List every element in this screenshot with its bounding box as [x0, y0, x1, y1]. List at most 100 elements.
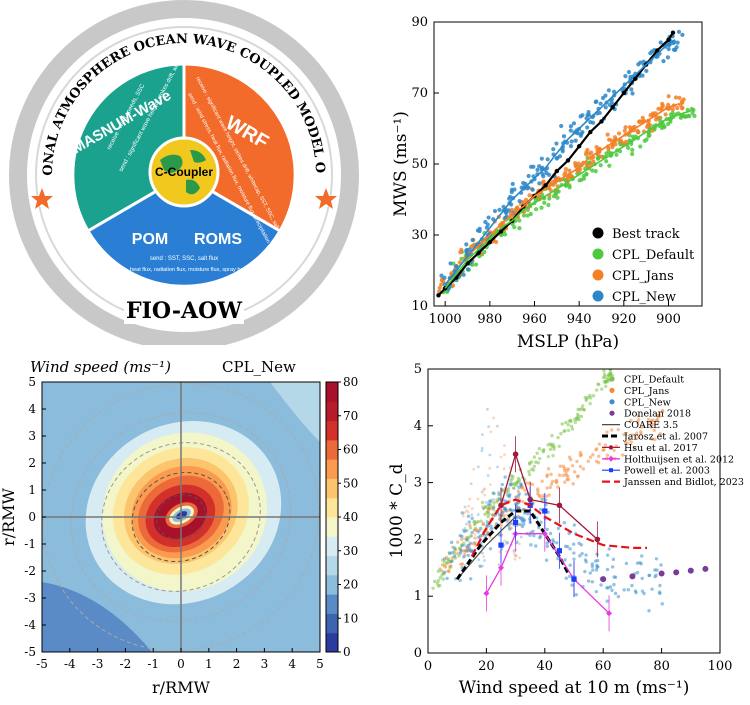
- d-point-CPL_Default: [535, 451, 539, 455]
- c-colorbar-label: 80: [343, 375, 358, 389]
- d-point-CPL_Default: [588, 401, 592, 406]
- c-xtick-label: 3: [261, 657, 269, 671]
- d-point-CPL_New: [476, 530, 480, 534]
- d-point-CPL_New: [626, 588, 631, 592]
- d-point-CPL_New: [584, 553, 588, 557]
- c-colorbar-swatch: [326, 459, 338, 479]
- b-point-CPL_New: [644, 68, 649, 74]
- d-point-cloud: [470, 507, 474, 510]
- d-marker-Donelan 2018: [658, 570, 665, 577]
- d-point-CPL_Jans: [586, 459, 590, 463]
- d-point-CPL_Jans: [596, 454, 601, 459]
- d-point-CPL_Jans: [625, 441, 629, 446]
- d-point-cloud: [488, 535, 492, 539]
- b-point-CPL_New: [675, 40, 680, 45]
- d-point-cloud: [489, 498, 493, 502]
- d-point-CPL_Jans: [655, 418, 659, 422]
- d-point-CPL_Jans: [595, 447, 599, 451]
- d-point-CPL_Default: [532, 455, 537, 459]
- d-ylabel-text: 1000 * C_d: [387, 463, 407, 558]
- d-point-CPL_New: [543, 498, 548, 502]
- b-point-CPL_New: [585, 125, 590, 130]
- d-marker-Powell et al. 2003: [513, 519, 519, 525]
- b-point-CPL_New: [464, 242, 469, 247]
- d-point-CPL_Default: [442, 560, 447, 564]
- b-point-CPL_Jans: [619, 140, 625, 145]
- b-besttrack-point: [498, 229, 504, 234]
- d-ytick-label: 1: [414, 589, 422, 604]
- c-ytick-label: 1: [28, 483, 36, 497]
- d-point-cloud: [518, 542, 521, 546]
- d-point-CPL_Default: [573, 420, 578, 424]
- d-point-CPL_New: [492, 505, 496, 510]
- d-marker-Donelan 2018: [687, 567, 694, 574]
- d-point-CPL_Jans: [540, 479, 544, 483]
- b-point-CPL_Default: [630, 147, 635, 152]
- d-point-CPL_Default: [602, 369, 606, 373]
- d-point-CPL_New: [452, 546, 457, 550]
- d-point-cloud: [480, 433, 484, 437]
- d-point-CPL_Default: [511, 486, 516, 490]
- d-xtick-label: 0: [424, 659, 432, 674]
- b-point-CPL_New: [568, 128, 573, 133]
- d-point-CPL_Default: [552, 445, 556, 449]
- b-legend-marker: [592, 290, 604, 302]
- d-point-CPL_New: [449, 559, 454, 564]
- d-point-CPL_New: [612, 575, 616, 579]
- d-point-CPL_New: [583, 569, 587, 574]
- d-point-CPL_Default: [551, 453, 555, 458]
- d-point-CPL_Jans: [516, 489, 520, 493]
- d-point-CPL_Jans: [578, 453, 583, 458]
- b-point-CPL_New: [598, 101, 603, 106]
- d-point-cloud: [465, 529, 469, 532]
- d-point-cloud: [516, 506, 520, 509]
- d-point-CPL_Default: [483, 505, 488, 509]
- c-ytick-label: -1: [24, 537, 36, 551]
- b-point-CPL_New: [585, 112, 590, 118]
- c-dashed-contour: [42, 382, 320, 652]
- d-point-cloud: [518, 556, 521, 560]
- d-legend-label: Powell et al. 2003: [624, 466, 710, 477]
- d-point-cloud: [497, 563, 501, 567]
- d-point-CPL_Default: [556, 435, 560, 440]
- d-point-CPL_Jans: [591, 452, 595, 457]
- d-legend-label: Holthuijsen et al. 2012: [624, 454, 734, 465]
- d-marker-Powell et al. 2003: [556, 548, 562, 554]
- d-point-CPL_New: [462, 555, 466, 559]
- d-point-CPL_Jans: [630, 433, 635, 437]
- d-marker-Donelan 2018: [629, 573, 636, 580]
- b-point-CPL_New: [470, 237, 475, 243]
- b-besttrack-point: [554, 168, 560, 174]
- d-legend-marker: [609, 399, 615, 405]
- b-point-CPL_New: [641, 59, 646, 64]
- d-marker-Hsu et al. 2017: [556, 502, 563, 509]
- d-point-cloud: [466, 510, 470, 514]
- b-point-CPL_Default: [503, 232, 508, 237]
- d-point-cloud: [487, 425, 490, 429]
- d-point-CPL_Jans: [622, 432, 626, 437]
- d-legend-label: COARE 3.5: [624, 420, 678, 431]
- d-point-cloud: [518, 523, 522, 526]
- d-point-CPL_New: [639, 562, 643, 566]
- d-point-CPL_New: [630, 583, 634, 588]
- d-point-CPL_New: [478, 534, 483, 538]
- c-ytick-label: 4: [28, 402, 36, 416]
- d-point-CPL_New: [596, 565, 600, 569]
- d-point-CPL_Jans: [448, 564, 452, 569]
- d-point-CPL_Jans: [640, 425, 644, 429]
- d-point-CPL_Jans: [565, 477, 569, 482]
- d-point-CPL_New: [467, 520, 471, 524]
- b-point-CPL_New: [554, 141, 559, 146]
- d-point-CPL_New: [509, 482, 513, 487]
- d-xtick-label: 80: [653, 659, 670, 674]
- d-point-CPL_New: [570, 583, 574, 587]
- d-point-CPL_Default: [607, 373, 611, 377]
- d-point-CPL_Jans: [652, 428, 656, 432]
- d-point-cloud: [480, 446, 484, 450]
- b-point-CPL_New: [560, 149, 565, 154]
- d-point-CPL_New: [579, 543, 583, 547]
- b-point-CPL_Jans: [673, 95, 679, 100]
- d-marker-Powell et al. 2003: [498, 542, 504, 548]
- d-point-CPL_New: [466, 553, 471, 558]
- d-point-CPL_Jans: [576, 474, 580, 478]
